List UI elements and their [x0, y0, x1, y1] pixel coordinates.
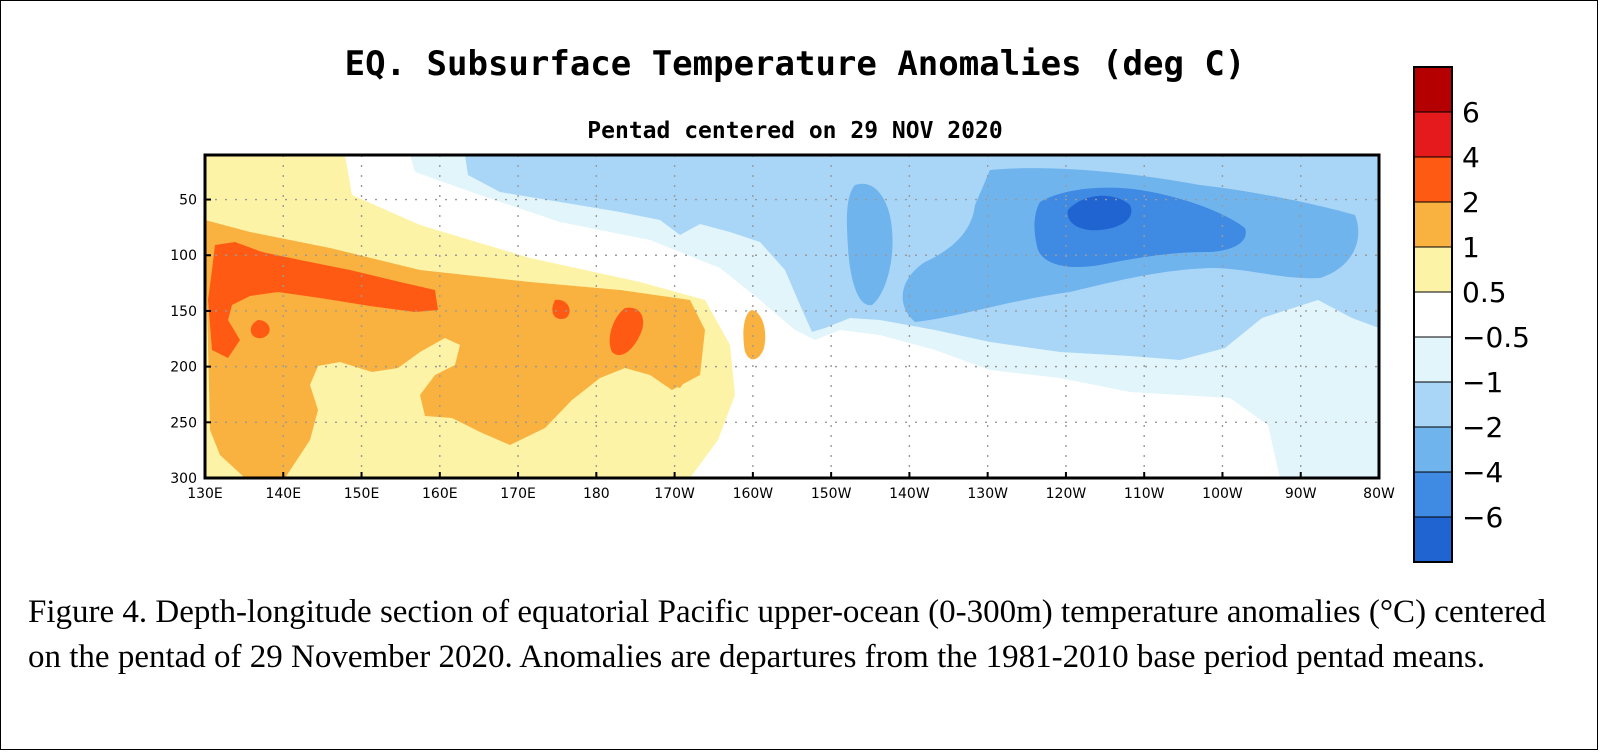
warm-anomaly-small	[743, 310, 766, 360]
chart-subtitle: Pentad centered on 29 NOV 2020	[587, 118, 1002, 144]
warm-anomaly-2	[208, 242, 438, 358]
colorbar-level-label: −0.5	[1462, 321, 1530, 354]
colorbar-swatch	[1413, 471, 1453, 518]
y-tick-label: 100	[170, 248, 197, 264]
x-tick-label: 110W	[1124, 486, 1165, 502]
x-tick-label: 120W	[1046, 486, 1087, 502]
colorbar-level-label: −2	[1462, 411, 1503, 444]
y-tick-label: 200	[170, 360, 197, 376]
y-axis: 50 100 150 200 250 300	[170, 193, 211, 487]
colorbar-frame	[1413, 66, 1453, 563]
x-tick-label: 160E	[422, 486, 458, 502]
x-tick-label: 130E	[187, 486, 223, 502]
x-tick-label: 140W	[889, 486, 930, 502]
colorbar-level-label: 0.5	[1462, 276, 1507, 309]
y-tick-label: 250	[170, 415, 197, 431]
x-tick-label: 170W	[654, 486, 695, 502]
cool-anomaly-6	[1067, 195, 1132, 231]
plot-frame	[203, 153, 1381, 480]
colorbar-swatch	[1413, 201, 1453, 248]
grid	[205, 155, 1379, 478]
cool-anomaly-2-column	[846, 183, 893, 306]
x-tick-label: 130W	[967, 486, 1008, 502]
colorbar-swatch	[1413, 426, 1453, 473]
colorbar-level-label: 6	[1462, 96, 1480, 129]
colorbar-swatch	[1413, 381, 1453, 428]
x-axis: 130E 140E 150E 160E 170E 180 170W 160W 150W 140W 1…	[187, 472, 1395, 502]
colorbar-swatch	[1413, 156, 1453, 203]
warm-anomaly-2-spot	[250, 320, 270, 339]
colorbar-level-label: −6	[1462, 501, 1503, 534]
colorbar-swatch	[1413, 246, 1453, 293]
warm-anomaly-2-spot	[552, 299, 570, 320]
colorbar-swatch	[1413, 336, 1453, 383]
figure-caption: Figure 4. Depth-longitude section of equ…	[28, 594, 1547, 675]
colorbar: 6 4 2 1 0.5 −0.5 −1 −2 −4 −6	[1413, 66, 1530, 563]
colorbar-level-label: 4	[1462, 141, 1480, 174]
anomaly-field	[205, 155, 1379, 478]
colorbar-level-label: −4	[1462, 456, 1503, 489]
colorbar-swatch	[1413, 111, 1453, 158]
plot-area: 130E 140E 150E 160E 170E 180 170W 160W 150W 140W 1…	[170, 153, 1395, 502]
chart: EQ. Subsurface Temperature Anomalies (de…	[170, 44, 1530, 563]
warm-anomaly-2-spot	[609, 307, 644, 356]
x-tick-label: 170E	[500, 486, 536, 502]
colorbar-swatch	[1413, 291, 1453, 338]
x-tick-label: 150E	[344, 486, 380, 502]
y-tick-label: 50	[179, 193, 197, 209]
y-tick-label: 150	[170, 304, 197, 320]
colorbar-level-label: 2	[1462, 186, 1480, 219]
colorbar-swatch	[1413, 66, 1453, 113]
x-tick-label: 90W	[1285, 486, 1317, 502]
x-tick-label: 100W	[1202, 486, 1243, 502]
x-tick-label: 80W	[1363, 486, 1395, 502]
x-tick-label: 180	[583, 486, 610, 502]
colorbar-level-label: −1	[1462, 366, 1503, 399]
colorbar-swatch	[1413, 516, 1453, 563]
y-tick-label: 300	[170, 471, 197, 487]
x-tick-label: 150W	[811, 486, 852, 502]
x-tick-label: 160W	[733, 486, 774, 502]
x-tick-label: 140E	[265, 486, 301, 502]
colorbar-level-label: 1	[1462, 231, 1480, 264]
chart-title: EQ. Subsurface Temperature Anomalies (de…	[345, 44, 1246, 84]
